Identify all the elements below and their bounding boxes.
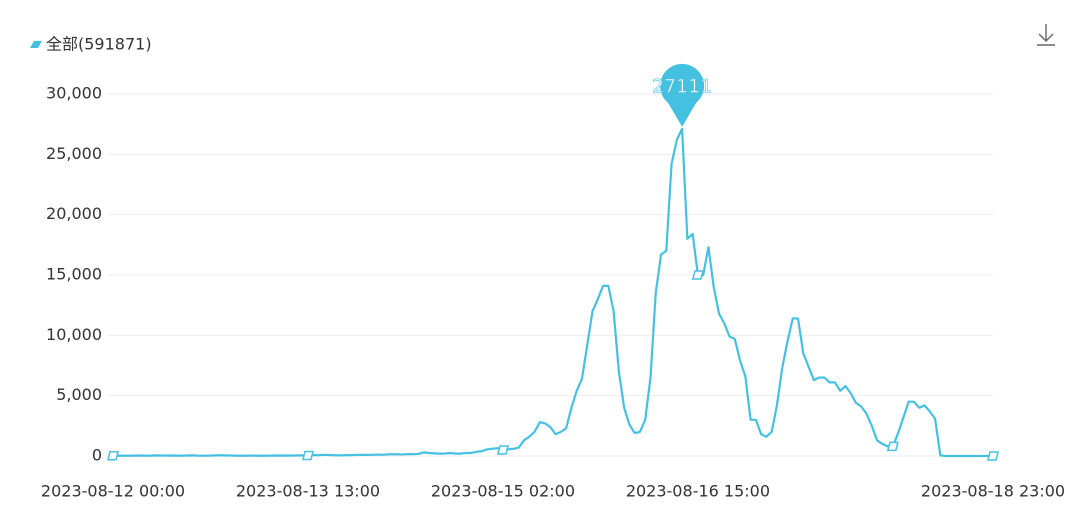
y-tick-label: 20,000 xyxy=(46,204,102,223)
point-marker xyxy=(987,451,999,461)
legend-label: 全部(591871) xyxy=(46,35,152,54)
y-tick-label: 10,000 xyxy=(46,325,102,344)
x-tick-label: 2023-08-16 15:00 xyxy=(626,482,770,501)
legend-swatch xyxy=(30,41,42,48)
x-tick-label: 2023-08-12 00:00 xyxy=(41,482,185,501)
point-marker xyxy=(496,445,509,455)
y-tick-label: 15,000 xyxy=(46,265,102,284)
download-icon[interactable] xyxy=(1037,24,1055,46)
point-marker xyxy=(886,441,899,452)
x-tick-label: 2023-08-18 23:00 xyxy=(921,482,1065,501)
y-tick-label: 25,000 xyxy=(46,144,102,163)
x-tick-label: 2023-08-13 13:00 xyxy=(236,482,380,501)
point-marker xyxy=(302,450,314,461)
y-tick-label: 5,000 xyxy=(56,385,102,404)
peak-label: 27111 xyxy=(652,75,712,97)
point-marker xyxy=(107,451,119,461)
point-marker xyxy=(691,270,704,280)
download-glyph xyxy=(1037,24,1055,46)
y-tick-label: 30,000 xyxy=(46,84,102,103)
x-tick-label: 2023-08-15 02:00 xyxy=(431,482,575,501)
peak-pin xyxy=(660,63,705,127)
y-tick-label: 0 xyxy=(92,446,102,465)
series-line xyxy=(112,127,993,458)
